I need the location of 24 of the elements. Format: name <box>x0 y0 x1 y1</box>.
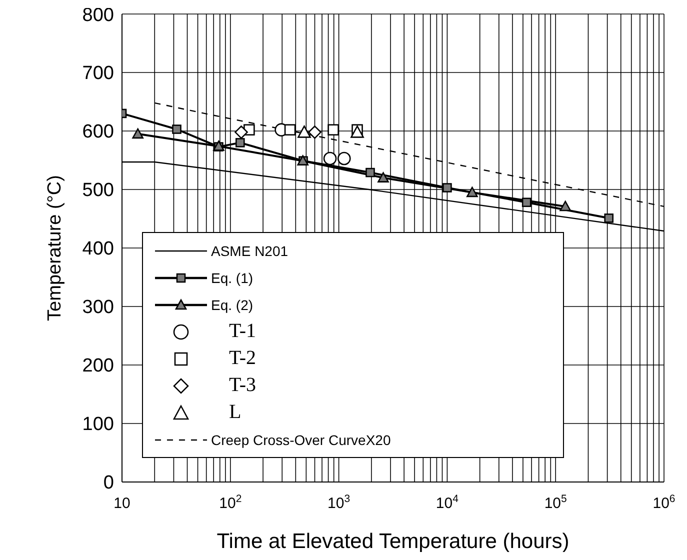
y-tick-label: 200 <box>82 356 114 377</box>
legend-label: Eq. (1) <box>211 270 254 286</box>
legend-label: ASME N201 <box>211 242 288 258</box>
legend-label: T-2 <box>229 347 256 370</box>
x-tick-label: 10$^{5}$ <box>544 493 568 512</box>
x-tick-label: 10$^{3}$ <box>328 493 350 512</box>
y-tick-label: 300 <box>82 297 114 318</box>
y-tick-label: 500 <box>82 180 114 202</box>
legend-label: T-3 <box>229 374 256 397</box>
y-tick-label: 400 <box>82 238 114 260</box>
y-tick-label: 0 <box>103 472 114 494</box>
legend-label: Eq. (2) <box>211 296 254 312</box>
legend-label: Creep Cross-Over CurveX20 <box>211 432 391 448</box>
x-tick-label: 10$^{6}$ <box>652 493 676 512</box>
x-tick-label: 10$^{4}$ <box>436 493 459 512</box>
y-axis-title: Temperature (°C) <box>44 175 66 321</box>
x-tick-label: 10$^{2}$ <box>219 493 242 512</box>
y-tick-label: 600 <box>82 122 114 143</box>
y-tick-label: 700 <box>82 63 114 84</box>
legend-label: L <box>229 401 242 424</box>
legend-label: T-1 <box>229 320 256 343</box>
x-tick-label: 10 <box>114 495 130 512</box>
x-axis-title: Time at Elevated Temperature (hours) <box>216 530 570 553</box>
y-tick-label: 100 <box>82 414 114 436</box>
